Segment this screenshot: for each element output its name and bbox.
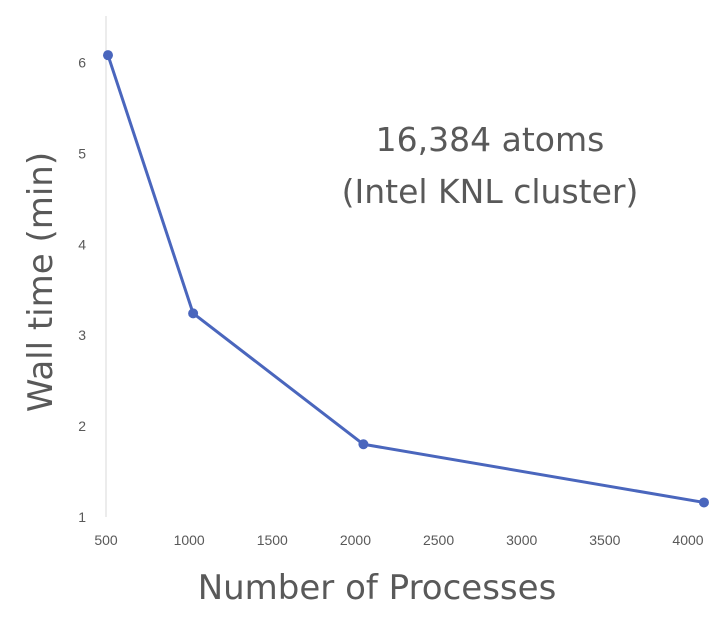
annotation-line-2: (Intel KNL cluster)	[342, 172, 639, 211]
data-point	[188, 308, 199, 319]
x-tick-labels: 500 1000 1500 2000 2500 3000 3500 4000	[94, 532, 703, 548]
series-line	[106, 54, 705, 504]
x-axis-title: Number of Processes	[198, 568, 557, 608]
y-tick-label: 6	[78, 54, 86, 70]
y-tick-label: 1	[78, 509, 86, 525]
data-point	[102, 50, 113, 61]
y-tick-labels: 1 2 3 4 5 6	[78, 54, 86, 525]
series-layer	[102, 50, 709, 508]
data-point	[358, 439, 369, 450]
x-tick-label: 2000	[340, 532, 371, 548]
y-axis-title: Wall time (min)	[21, 152, 61, 412]
y-tick-label: 3	[78, 327, 86, 343]
x-tick-label: 1500	[257, 532, 288, 548]
x-tick-label: 1000	[174, 532, 205, 548]
data-point	[698, 497, 709, 508]
x-tick-label: 500	[94, 532, 118, 548]
y-tick-label: 2	[78, 418, 86, 434]
annotation-line-1: 16,384 atoms	[376, 120, 605, 159]
y-tick-label: 5	[78, 145, 86, 161]
x-tick-label: 3500	[589, 532, 620, 548]
x-tick-label: 2500	[423, 532, 454, 548]
x-tick-label: 3000	[506, 532, 537, 548]
y-tick-label: 4	[78, 236, 86, 252]
x-tick-label: 4000	[672, 532, 703, 548]
